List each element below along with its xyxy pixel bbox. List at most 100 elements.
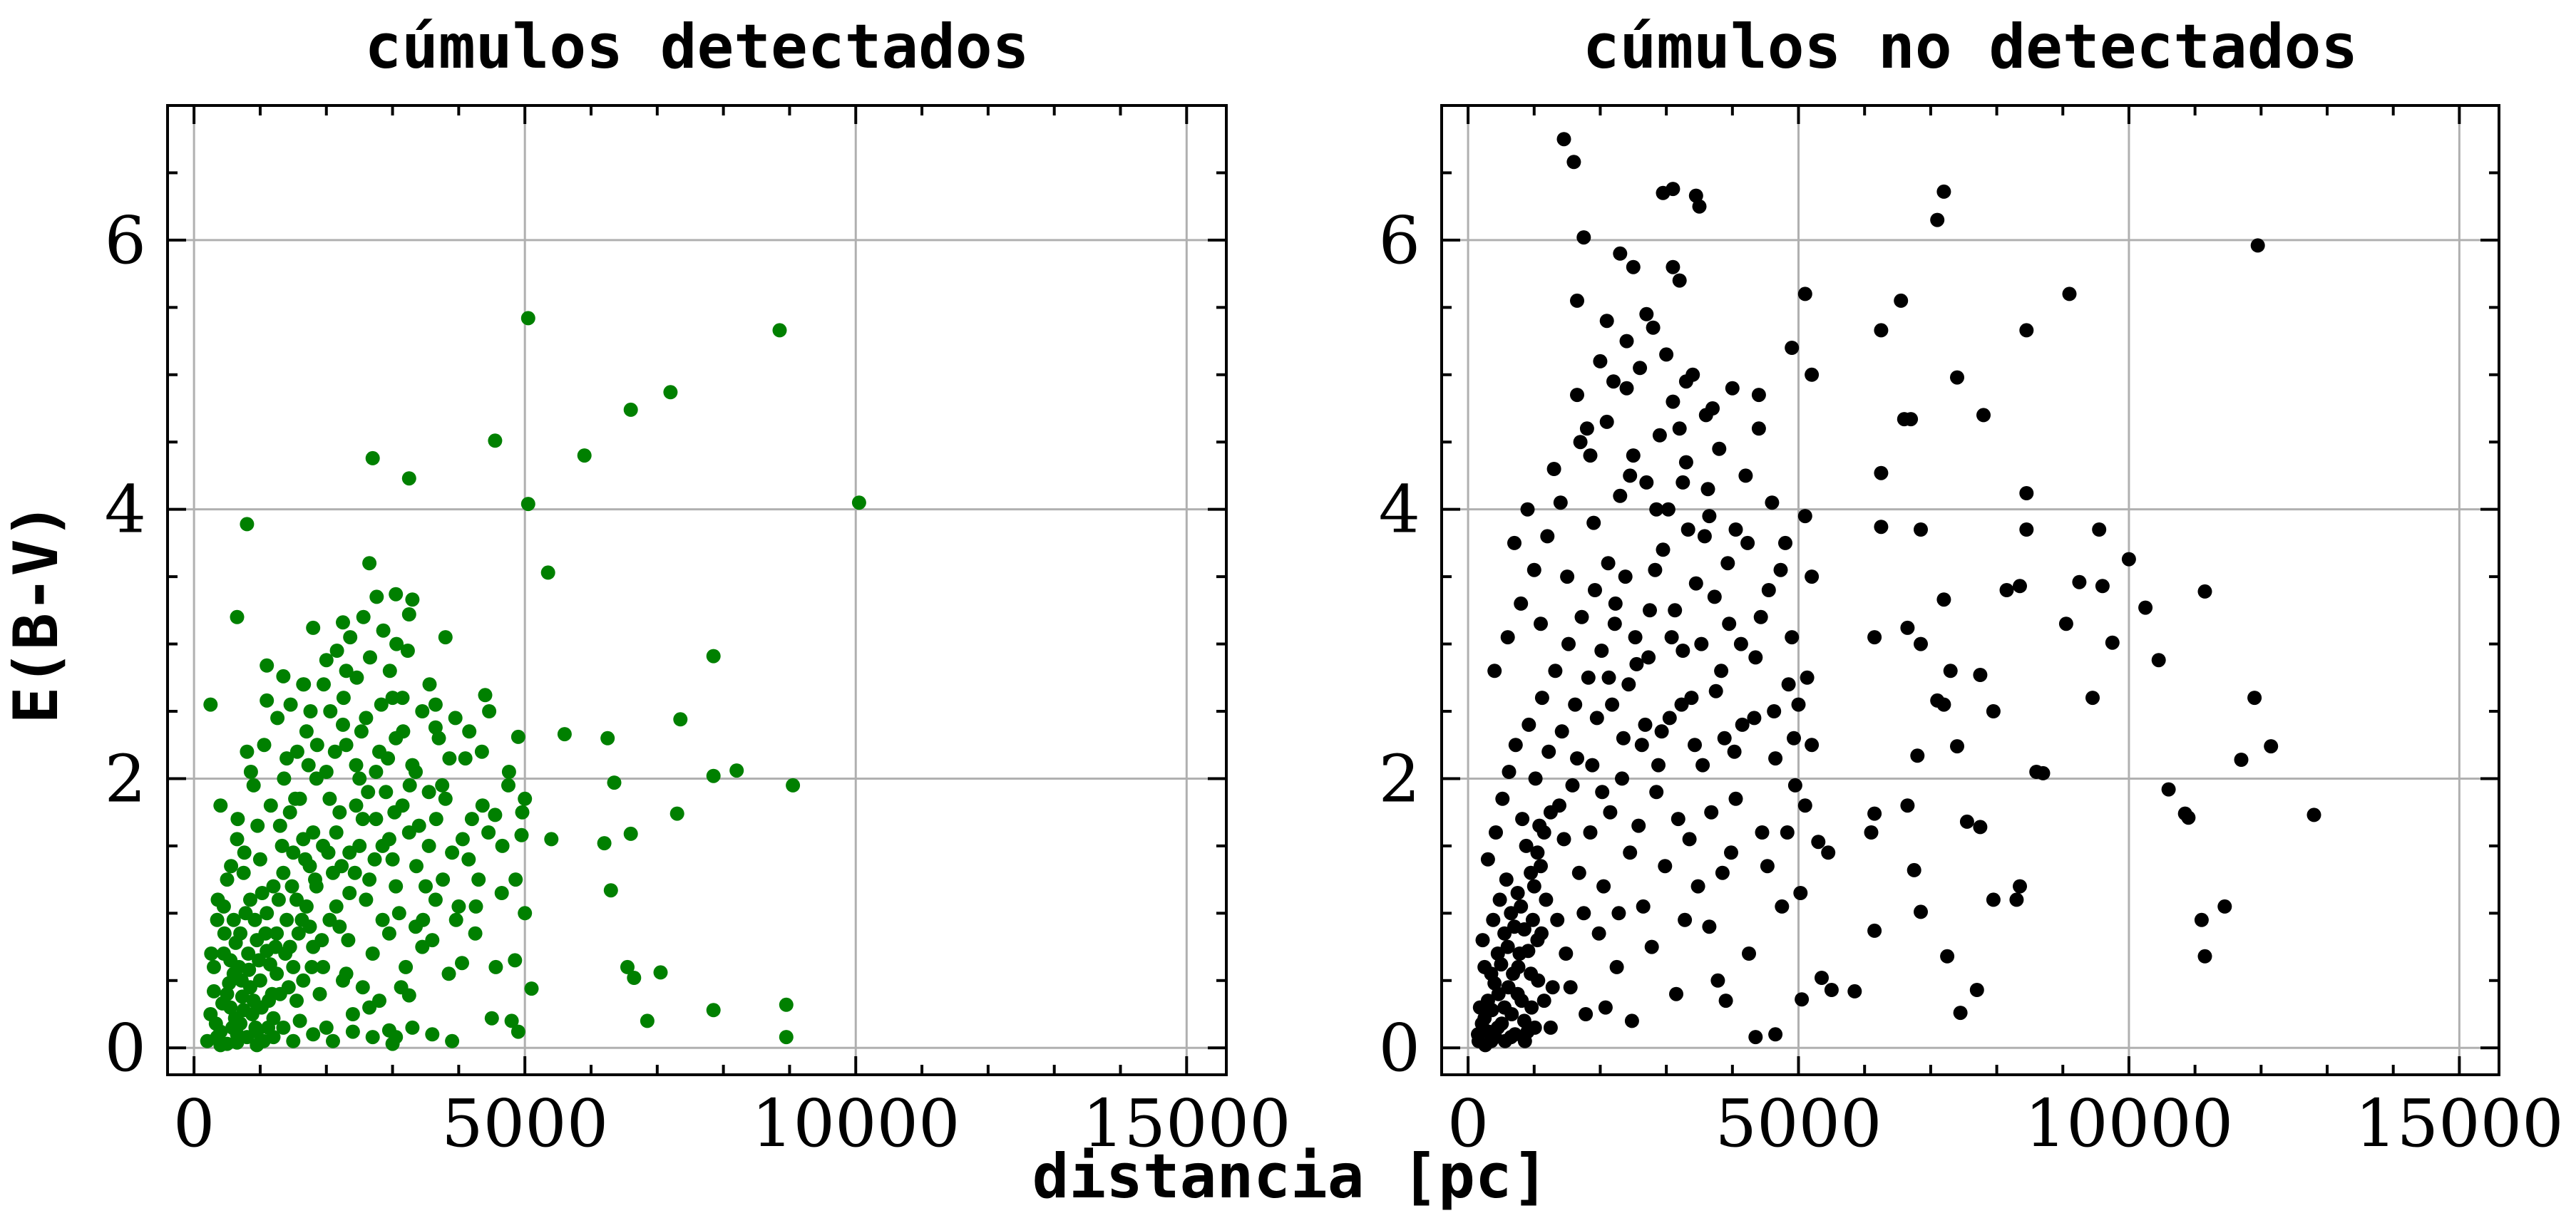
data-point <box>298 852 313 867</box>
data-point <box>1661 502 1676 517</box>
data-point <box>1785 630 1800 645</box>
data-point <box>462 724 477 739</box>
data-point <box>1601 670 1616 685</box>
data-point <box>339 664 354 679</box>
data-point <box>455 956 469 971</box>
data-point <box>1527 1020 1542 1035</box>
data-point <box>1576 906 1591 921</box>
data-point <box>421 785 436 800</box>
data-point <box>461 852 476 867</box>
data-point <box>445 845 460 860</box>
data-point <box>1608 596 1623 611</box>
data-point <box>235 989 250 1004</box>
data-point <box>1560 569 1575 584</box>
data-point <box>2019 486 2034 500</box>
data-point <box>1534 616 1548 631</box>
data-point <box>1710 973 1725 988</box>
data-point <box>369 765 384 779</box>
data-point <box>329 899 344 914</box>
data-point <box>355 812 370 827</box>
data-point <box>1494 1016 1509 1031</box>
data-point <box>288 791 303 806</box>
data-point <box>1561 636 1576 651</box>
data-point <box>1598 1000 1613 1015</box>
data-point <box>1494 957 1509 972</box>
data-point <box>1720 556 1735 571</box>
data-point <box>1641 650 1656 665</box>
data-point <box>1484 1003 1499 1018</box>
data-point <box>448 912 463 927</box>
data-point <box>441 966 456 981</box>
data-point <box>1986 892 2001 907</box>
y-tick-label: 6 <box>1378 202 1420 279</box>
data-point <box>389 636 404 651</box>
data-point <box>1748 650 1763 665</box>
y-tick-labels: 0 2 4 6 <box>1378 202 1420 1086</box>
data-point <box>653 965 668 980</box>
data-point <box>230 609 245 624</box>
data-point <box>1664 630 1679 645</box>
data-point <box>362 1000 377 1015</box>
data-point <box>260 693 274 708</box>
data-point <box>258 926 273 941</box>
data-point <box>270 711 285 726</box>
data-point <box>1528 771 1543 786</box>
data-point <box>263 798 278 813</box>
data-point <box>1522 717 1536 732</box>
data-point <box>279 912 294 927</box>
data-point <box>1973 668 1988 682</box>
data-point <box>277 771 292 786</box>
data-point <box>1793 886 1808 900</box>
data-point <box>369 812 384 827</box>
data-point <box>2250 238 2265 253</box>
data-point <box>296 973 311 988</box>
data-point <box>1805 569 1820 584</box>
data-point <box>2194 912 2209 927</box>
data-point <box>1515 812 1530 827</box>
data-point <box>389 587 404 602</box>
data-point <box>1530 845 1545 860</box>
data-point <box>1986 704 2001 718</box>
data-point <box>345 1024 360 1039</box>
data-point <box>361 785 376 800</box>
data-point <box>1761 583 1776 597</box>
data-point <box>349 798 364 813</box>
x-tick-label: 5000 <box>1715 1085 1882 1162</box>
data-point <box>1595 785 1610 800</box>
data-point <box>428 720 443 735</box>
data-point <box>1546 462 1561 476</box>
data-point <box>557 727 572 742</box>
data-point <box>1656 542 1671 557</box>
data-point <box>1504 1007 1519 1021</box>
data-point <box>292 1013 307 1028</box>
data-point <box>1631 818 1646 833</box>
data-point <box>1936 697 1951 712</box>
data-point <box>286 845 301 860</box>
data-point <box>332 805 347 820</box>
data-point <box>1623 845 1638 860</box>
data-point <box>1697 529 1712 544</box>
x-tick-label: 0 <box>1447 1085 1489 1162</box>
data-point <box>2019 323 2034 338</box>
data-point <box>1728 791 1743 806</box>
data-point <box>1666 182 1680 197</box>
data-point <box>252 953 267 968</box>
data-point <box>607 775 622 790</box>
data-point <box>327 744 342 759</box>
data-point <box>276 669 291 683</box>
data-point <box>1472 1000 1487 1015</box>
data-point <box>1628 630 1643 645</box>
x-tick-label: 15000 <box>2355 1085 2564 1162</box>
data-point <box>1519 838 1534 853</box>
data-point <box>1751 421 1766 436</box>
data-point <box>394 980 409 995</box>
data-point <box>230 832 245 847</box>
data-point <box>266 1030 281 1045</box>
data-point <box>401 471 416 486</box>
data-point <box>482 704 497 718</box>
data-point <box>1768 751 1783 766</box>
data-point <box>1704 805 1719 820</box>
data-point <box>1692 199 1707 214</box>
y-axis-label: E(B-V) <box>1 502 72 724</box>
data-point <box>1724 845 1738 860</box>
